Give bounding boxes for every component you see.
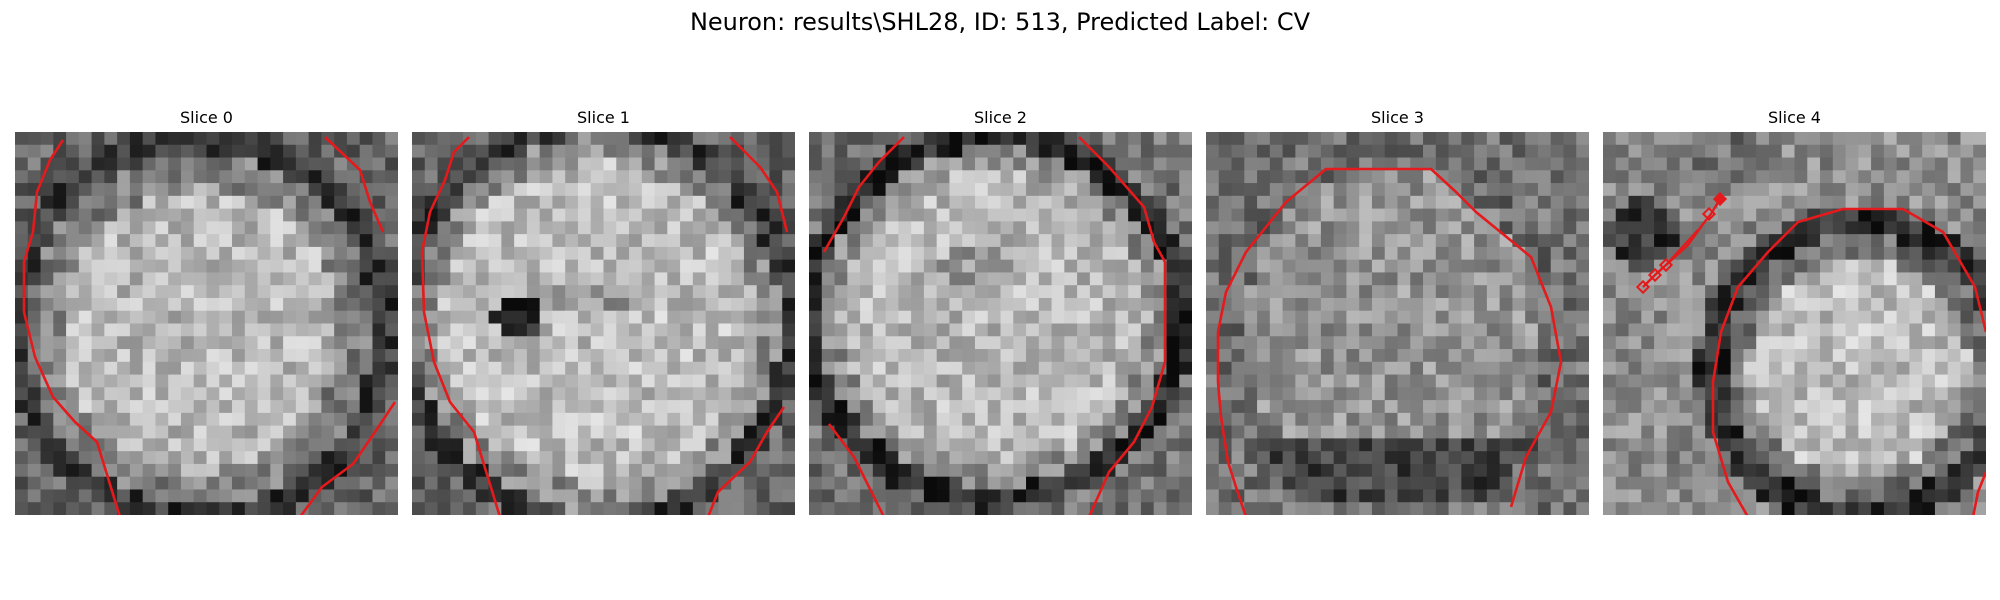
slice-title-2: Slice 2	[974, 108, 1027, 127]
contour-marker-0	[1635, 279, 1651, 295]
contour-line-3-0	[1216, 167, 1563, 515]
slice-panel-2: Slice 2	[809, 108, 1192, 515]
contour-line-2-0	[822, 136, 905, 253]
contour-line-0-1	[324, 136, 385, 233]
slice-panel-4: Slice 4	[1603, 108, 1986, 515]
contour-line-1-1	[729, 136, 789, 233]
contour-line-4-1	[1972, 471, 1986, 515]
slice-image-0	[15, 132, 398, 515]
slice-image-2	[809, 132, 1192, 515]
contour-line-0-2	[299, 401, 397, 515]
slice-title-1: Slice 1	[577, 108, 630, 127]
contour-line-0-0	[22, 139, 121, 515]
contour-line-2-2	[827, 423, 885, 515]
slice-image-4	[1603, 132, 1986, 515]
slice-title-0: Slice 0	[180, 108, 233, 127]
slice-panel-1: Slice 1	[412, 108, 795, 515]
contour-marker-4	[1712, 191, 1728, 207]
slice-title-4: Slice 4	[1768, 108, 1821, 127]
contour-line-2-1	[1078, 136, 1167, 515]
slice-image-3	[1206, 132, 1589, 515]
contour-fragment-4	[1642, 198, 1722, 288]
contour-line-4-0	[1711, 207, 1986, 515]
contour-marker-1	[1647, 267, 1663, 283]
slice-image-1	[412, 132, 795, 515]
contour-marker-2	[1658, 257, 1674, 273]
contour-line-1-2	[707, 406, 786, 515]
slice-panel-3: Slice 3	[1206, 108, 1589, 515]
slice-title-3: Slice 3	[1371, 108, 1424, 127]
figure-title: Neuron: results\SHL28, ID: 513, Predicte…	[689, 8, 1311, 36]
slice-panel-0: Slice 0	[15, 108, 398, 515]
contour-fragment-4b	[1665, 229, 1699, 266]
contour-marker-3	[1701, 206, 1717, 222]
contour-line-1-0	[420, 136, 501, 515]
